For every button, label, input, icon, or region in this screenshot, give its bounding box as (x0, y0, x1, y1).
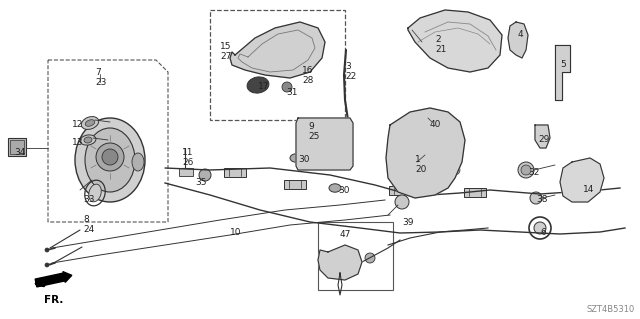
Text: 15
27: 15 27 (220, 42, 232, 61)
Ellipse shape (85, 128, 135, 192)
Text: 8
24: 8 24 (83, 215, 94, 234)
Circle shape (403, 136, 447, 180)
Circle shape (405, 177, 415, 187)
Bar (464, 188, 486, 197)
Bar (318, 222, 393, 290)
Polygon shape (508, 22, 528, 58)
Text: 13: 13 (72, 138, 83, 147)
Text: FR.: FR. (44, 295, 63, 305)
Text: 2
21: 2 21 (435, 35, 446, 55)
Circle shape (411, 144, 439, 172)
Polygon shape (318, 245, 362, 280)
Polygon shape (386, 108, 465, 198)
Circle shape (405, 130, 415, 140)
Text: 40: 40 (430, 120, 442, 129)
Ellipse shape (318, 132, 334, 152)
Circle shape (572, 170, 592, 190)
Text: 30: 30 (298, 155, 310, 164)
Ellipse shape (247, 77, 269, 93)
Text: 1
20: 1 20 (415, 155, 426, 174)
Polygon shape (230, 22, 325, 78)
Text: 12: 12 (72, 120, 83, 129)
Text: 3
22: 3 22 (345, 62, 356, 81)
Text: 29: 29 (538, 135, 549, 144)
Circle shape (199, 169, 211, 181)
Circle shape (577, 175, 587, 185)
Bar (10, 140, 24, 154)
Ellipse shape (312, 126, 340, 158)
Ellipse shape (521, 165, 531, 175)
Bar (179, 168, 193, 176)
Circle shape (440, 127, 450, 137)
Text: 18: 18 (338, 270, 349, 279)
Text: 31: 31 (286, 88, 298, 97)
Text: 9
25: 9 25 (308, 122, 319, 141)
Text: 17: 17 (258, 82, 269, 91)
Text: 11
26: 11 26 (182, 148, 193, 167)
Text: SZT4B5310: SZT4B5310 (587, 305, 635, 314)
Ellipse shape (132, 153, 144, 171)
Text: 6: 6 (540, 228, 546, 237)
Text: 38: 38 (536, 195, 547, 204)
Text: 34: 34 (14, 148, 26, 157)
FancyArrow shape (35, 271, 72, 287)
Circle shape (45, 248, 49, 252)
Ellipse shape (89, 184, 101, 202)
Text: 35: 35 (195, 178, 207, 187)
Ellipse shape (85, 120, 95, 126)
Ellipse shape (81, 116, 99, 130)
Circle shape (518, 162, 534, 178)
Bar (210, 10, 345, 120)
Bar (8, 138, 26, 156)
Bar (224, 168, 246, 177)
Ellipse shape (329, 184, 341, 192)
Circle shape (422, 112, 434, 124)
Circle shape (102, 149, 118, 165)
Circle shape (530, 192, 542, 204)
Text: 33: 33 (83, 195, 95, 204)
Bar (284, 180, 306, 189)
Polygon shape (535, 125, 550, 148)
Circle shape (395, 195, 409, 209)
Ellipse shape (290, 154, 302, 162)
Circle shape (335, 258, 345, 268)
Circle shape (282, 82, 292, 92)
Ellipse shape (84, 137, 92, 143)
Circle shape (534, 222, 546, 234)
Circle shape (96, 143, 124, 171)
Circle shape (345, 145, 351, 151)
Bar (389, 186, 411, 195)
Circle shape (330, 253, 350, 273)
Ellipse shape (80, 135, 96, 145)
Circle shape (418, 151, 432, 165)
Text: 14: 14 (583, 185, 595, 194)
Circle shape (365, 253, 375, 263)
Circle shape (45, 263, 49, 267)
Text: 39: 39 (402, 218, 413, 227)
Polygon shape (408, 10, 502, 72)
Polygon shape (560, 158, 604, 202)
Text: 7
23: 7 23 (95, 68, 106, 87)
Text: 30: 30 (338, 186, 349, 195)
Text: 10: 10 (230, 228, 241, 237)
Circle shape (298, 62, 306, 70)
Text: 16
28: 16 28 (302, 66, 314, 85)
Ellipse shape (75, 118, 145, 202)
Circle shape (294, 58, 310, 74)
Text: 32: 32 (528, 168, 540, 177)
Text: 5: 5 (560, 60, 566, 69)
Text: 4: 4 (518, 30, 524, 39)
Polygon shape (296, 118, 353, 170)
Circle shape (450, 165, 460, 175)
Text: 47: 47 (340, 230, 351, 239)
Polygon shape (555, 45, 570, 100)
